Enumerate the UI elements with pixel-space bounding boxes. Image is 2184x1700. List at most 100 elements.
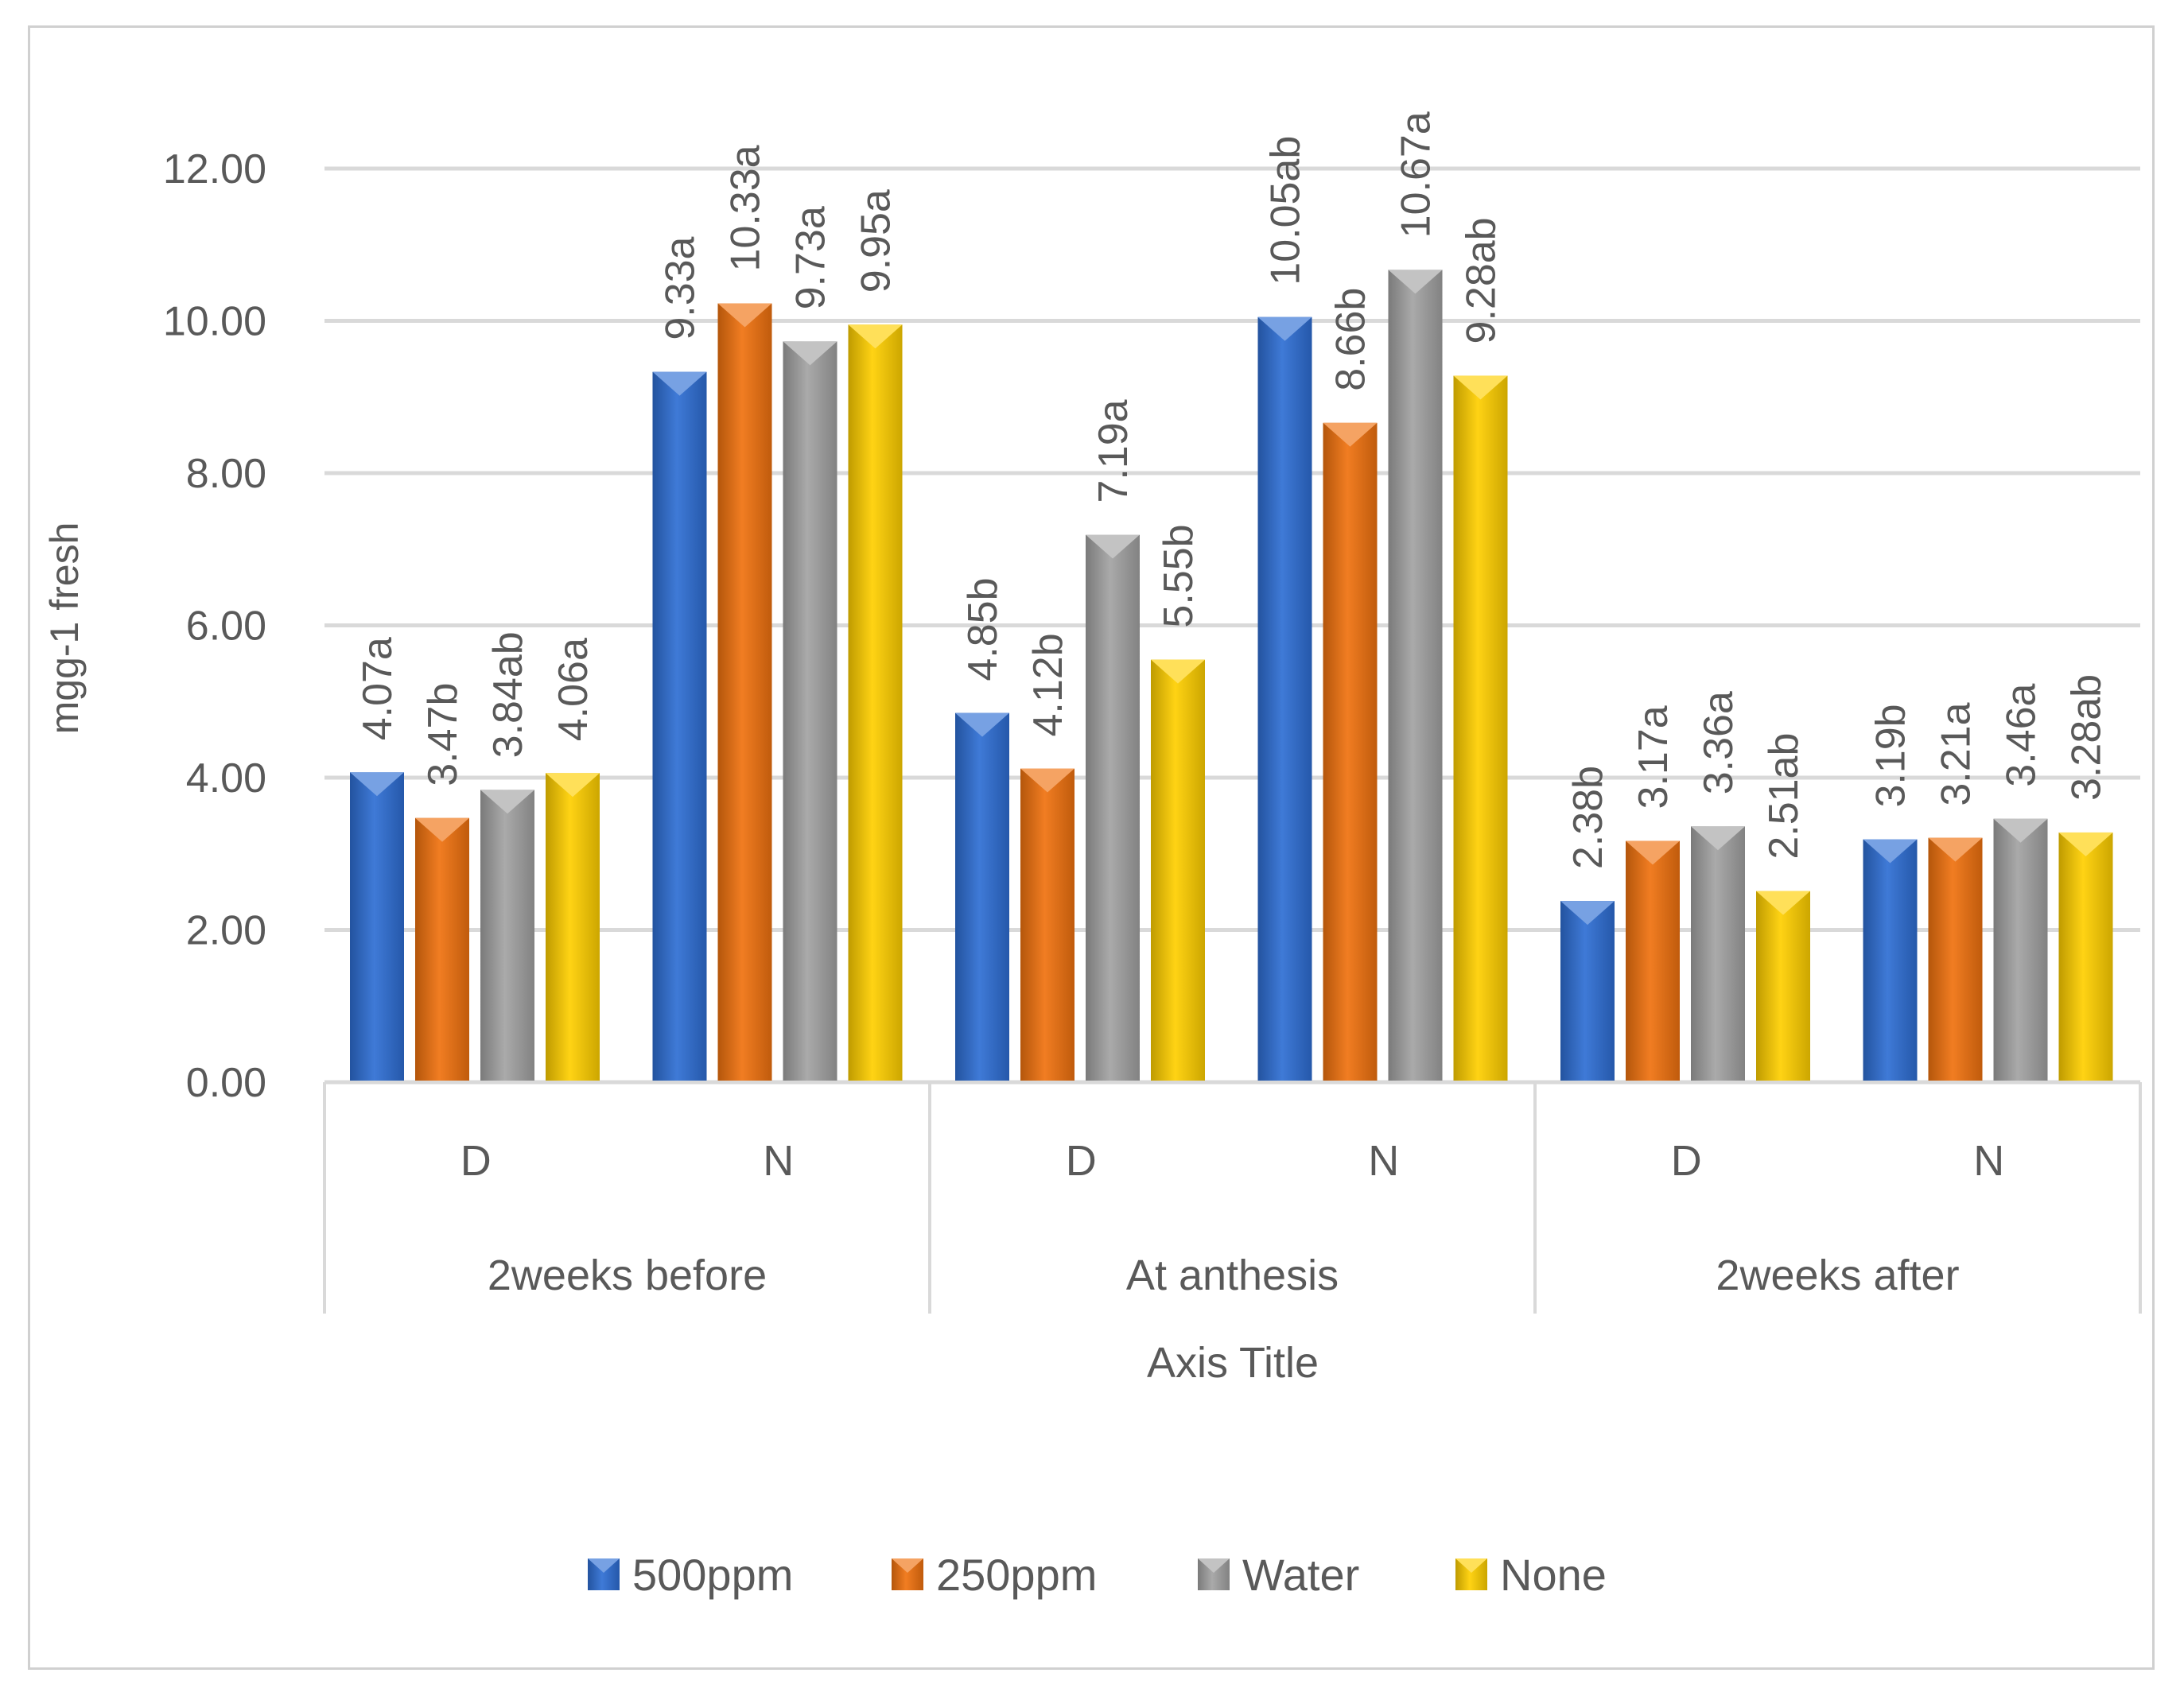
bar-500ppm xyxy=(955,712,1009,1082)
category-label: N xyxy=(763,1137,794,1185)
bar-bevel xyxy=(652,371,707,396)
bar-bevel xyxy=(848,324,903,349)
bar-water xyxy=(1691,826,1745,1082)
bar-water xyxy=(1086,534,1140,1082)
bar-bevel xyxy=(1151,659,1205,684)
bar-none xyxy=(1151,659,1205,1082)
bar-bevel xyxy=(1086,534,1140,559)
bar-none xyxy=(1453,375,1508,1082)
bar-water xyxy=(1388,270,1443,1082)
x-axis: D N 2weeks before D N At anthesis D N 2weeks aft… xyxy=(323,1081,2142,1314)
y-tick-label: 2.00 xyxy=(186,908,266,954)
x-axis-title: Axis Title xyxy=(1147,1339,1319,1387)
bar-bevel xyxy=(2058,832,2113,856)
y-tick-label: 12.00 xyxy=(163,146,266,192)
data-label: 8.66b xyxy=(1328,288,1374,391)
category-label: D xyxy=(461,1137,492,1185)
bar-bevel xyxy=(415,817,469,842)
data-label: 9.28ab xyxy=(1459,217,1505,343)
legend-swatch-bevel xyxy=(1455,1558,1487,1573)
data-label: 3.19b xyxy=(1868,704,1914,807)
y-tick-label: 4.00 xyxy=(186,755,266,801)
category-label: D xyxy=(1066,1137,1097,1185)
data-label: 3.17a xyxy=(1630,705,1677,809)
bar-250ppm xyxy=(717,303,772,1082)
bar-bevel xyxy=(1560,901,1615,926)
bar-water xyxy=(480,790,534,1082)
legend-swatch-bevel xyxy=(1198,1558,1230,1573)
bar-bevel xyxy=(1626,840,1680,865)
bar-250ppm xyxy=(1626,840,1680,1082)
data-label: 10.67a xyxy=(1393,111,1440,238)
data-label: 5.55b xyxy=(1156,524,1202,627)
y-axis-title: mgg-1 fresh xyxy=(42,522,87,735)
bar-bevel xyxy=(783,341,837,366)
bar-bevel xyxy=(1323,422,1378,447)
data-label: 10.33a xyxy=(723,145,769,271)
data-label: 2.38b xyxy=(1565,766,1611,869)
bar-500ppm xyxy=(1257,316,1312,1082)
bar-bevel xyxy=(1993,818,2048,843)
legend-label: 250ppm xyxy=(936,1550,1097,1600)
bar-bevel xyxy=(1020,768,1075,793)
bar-bevel xyxy=(1453,375,1508,400)
data-label: 4.12b xyxy=(1025,633,1071,736)
bar-250ppm xyxy=(1323,422,1378,1082)
data-label: 3.46a xyxy=(1999,683,2045,786)
bar-250ppm xyxy=(1928,837,1983,1082)
bar-bevel xyxy=(717,303,772,328)
bar-500ppm xyxy=(350,772,404,1082)
bar-250ppm xyxy=(415,817,469,1082)
data-label: 9.33a xyxy=(658,236,704,340)
data-label: 3.84ab xyxy=(485,631,531,758)
group-label: 2weeks before xyxy=(488,1252,767,1299)
data-label: 2.51ab xyxy=(1761,733,1807,860)
legend-label: Water xyxy=(1242,1550,1359,1600)
bar-none xyxy=(546,773,600,1082)
legend-label: None xyxy=(1500,1550,1607,1600)
data-label: 10.05ab xyxy=(1263,136,1309,285)
bar-none xyxy=(848,324,903,1083)
bar-bevel xyxy=(350,772,404,797)
bar-bevel xyxy=(1863,839,1918,864)
y-tick-label: 0.00 xyxy=(186,1060,266,1106)
legend: 500ppm 250ppm Water None xyxy=(588,1550,1607,1600)
y-axis-ticks: 0.00 2.00 4.00 6.00 8.00 10.00 12.00 xyxy=(163,146,266,1106)
bar-500ppm xyxy=(1560,901,1615,1082)
legend-label: 500ppm xyxy=(632,1550,793,1600)
bar-bevel xyxy=(480,790,534,814)
data-label: 3.36a xyxy=(1696,691,1742,794)
bar-bevel xyxy=(1756,891,1810,915)
y-tick-label: 10.00 xyxy=(163,299,266,345)
bar-500ppm xyxy=(1863,839,1918,1082)
bars xyxy=(350,270,2113,1083)
data-label: 4.07a xyxy=(355,637,401,740)
category-label: D xyxy=(1671,1137,1702,1185)
data-labels: 4.07a 9.33a 4.85b 10.05ab 2.38b 3.19b 3.47b 10.… xyxy=(355,111,2110,869)
data-label: 7.19a xyxy=(1090,399,1137,503)
category-label: N xyxy=(1368,1137,1399,1185)
category-label: N xyxy=(1973,1137,2004,1185)
data-label: 4.06a xyxy=(550,638,597,741)
bar-250ppm xyxy=(1020,768,1075,1082)
data-label: 9.73a xyxy=(788,206,834,309)
group-label: 2weeks after xyxy=(1716,1252,1959,1299)
bar-water xyxy=(783,341,837,1082)
y-tick-label: 6.00 xyxy=(186,604,266,650)
bar-none xyxy=(1756,891,1810,1082)
bar-bevel xyxy=(1257,316,1312,341)
bar-bevel xyxy=(1928,837,1983,862)
data-label: 4.85b xyxy=(960,577,1006,681)
bar-water xyxy=(1993,818,2048,1082)
data-label: 3.47b xyxy=(420,683,466,786)
bar-bevel xyxy=(1388,270,1443,294)
bar-bevel xyxy=(955,712,1009,737)
data-label: 3.21a xyxy=(1933,702,1980,805)
data-label: 3.28ab xyxy=(2064,674,2110,801)
chart-frame xyxy=(28,25,2155,1670)
bar-bevel xyxy=(546,773,600,798)
y-tick-label: 8.00 xyxy=(186,451,266,497)
data-label: 9.95a xyxy=(853,189,900,293)
bar-500ppm xyxy=(652,371,707,1083)
